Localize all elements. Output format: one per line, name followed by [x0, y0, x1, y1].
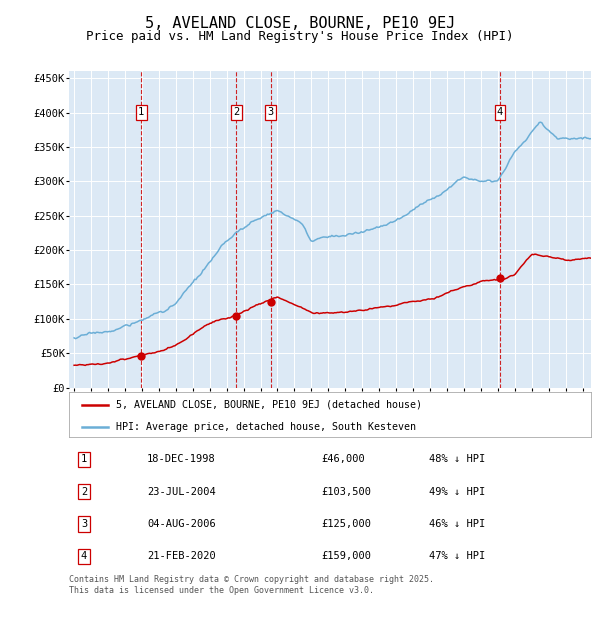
Text: 21-FEB-2020: 21-FEB-2020 — [147, 551, 216, 561]
Text: 1: 1 — [138, 107, 145, 117]
Text: 3: 3 — [268, 107, 274, 117]
Text: £159,000: £159,000 — [321, 551, 371, 561]
Text: 49% ↓ HPI: 49% ↓ HPI — [429, 487, 485, 497]
Text: £103,500: £103,500 — [321, 487, 371, 497]
Text: 3: 3 — [81, 519, 87, 529]
Text: 2: 2 — [233, 107, 239, 117]
Text: HPI: Average price, detached house, South Kesteven: HPI: Average price, detached house, Sout… — [116, 422, 416, 432]
Text: £125,000: £125,000 — [321, 519, 371, 529]
Text: 48% ↓ HPI: 48% ↓ HPI — [429, 454, 485, 464]
Text: 5, AVELAND CLOSE, BOURNE, PE10 9EJ: 5, AVELAND CLOSE, BOURNE, PE10 9EJ — [145, 16, 455, 30]
Text: 1: 1 — [81, 454, 87, 464]
Text: 23-JUL-2004: 23-JUL-2004 — [147, 487, 216, 497]
Text: 5, AVELAND CLOSE, BOURNE, PE10 9EJ (detached house): 5, AVELAND CLOSE, BOURNE, PE10 9EJ (deta… — [116, 400, 422, 410]
Text: 46% ↓ HPI: 46% ↓ HPI — [429, 519, 485, 529]
Text: Contains HM Land Registry data © Crown copyright and database right 2025.
This d: Contains HM Land Registry data © Crown c… — [69, 575, 434, 595]
Text: £46,000: £46,000 — [321, 454, 365, 464]
Text: 04-AUG-2006: 04-AUG-2006 — [147, 519, 216, 529]
Text: 18-DEC-1998: 18-DEC-1998 — [147, 454, 216, 464]
Text: Price paid vs. HM Land Registry's House Price Index (HPI): Price paid vs. HM Land Registry's House … — [86, 30, 514, 43]
Text: 4: 4 — [81, 551, 87, 561]
Text: 2: 2 — [81, 487, 87, 497]
Text: 4: 4 — [497, 107, 503, 117]
Text: 47% ↓ HPI: 47% ↓ HPI — [429, 551, 485, 561]
